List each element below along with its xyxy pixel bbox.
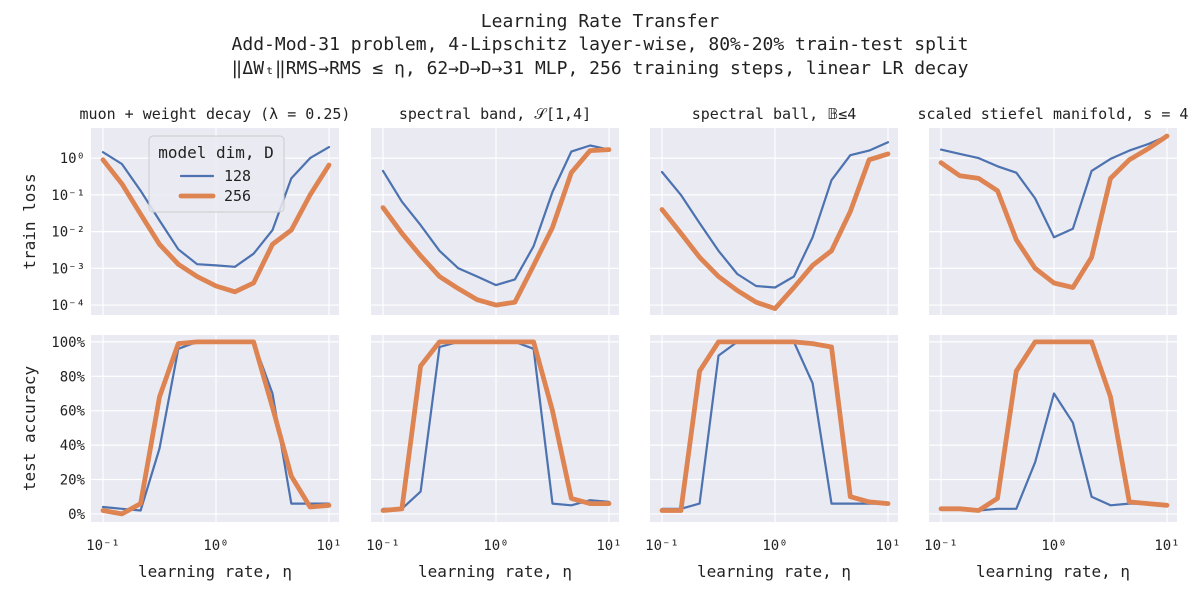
subplot-train_loss <box>371 128 619 315</box>
subplot-test_accuracy: 10⁻¹ 10⁰ 10¹ <box>366 335 622 554</box>
y-axis-label: train loss <box>20 173 39 269</box>
plot-area <box>371 128 619 315</box>
x-tick-label: 10⁰ <box>203 538 228 554</box>
x-tick-label: 10⁰ <box>483 538 508 554</box>
subplot-train_loss <box>650 128 898 315</box>
series-line-256 <box>938 339 1170 513</box>
x-tick-label: 10⁻¹ <box>86 538 120 554</box>
x-tick-label: 10⁻¹ <box>366 538 400 554</box>
subplot-train_loss <box>929 128 1177 315</box>
series-line-256 <box>659 339 891 513</box>
subplot-test_accuracy: 10⁻¹ 10⁰ 10¹ <box>645 335 901 554</box>
x-tick-label: 10⁻¹ <box>645 538 679 554</box>
series-line-128 <box>381 144 611 287</box>
series-line-256 <box>938 133 1170 290</box>
series-line-256 <box>100 157 332 295</box>
x-tick-label: 10⁰ <box>762 538 787 554</box>
legend-entry: 128 <box>224 167 251 185</box>
plot-area <box>650 335 898 522</box>
series-line-128 <box>939 134 1169 239</box>
series-line-256 <box>100 339 332 517</box>
series-line-256 <box>380 147 612 308</box>
y-tick-label: 80% <box>60 369 86 385</box>
x-tick-label: 10¹ <box>875 538 900 554</box>
chart-subtitle-1: Add-Mod-31 problem, 4-Lipschitz layer-wi… <box>232 34 969 55</box>
y-tick-label: 10⁻¹ <box>51 188 85 204</box>
y-tick-label: 40% <box>60 438 86 454</box>
y-tick-label: 10⁻³ <box>51 261 85 277</box>
x-axis-label: learning rate, η <box>976 562 1130 581</box>
panel-title: spectral band, 𝒮[1,4] <box>399 105 591 123</box>
chart-title: Learning Rate Transfer <box>481 11 720 32</box>
series-line-256 <box>659 151 891 312</box>
y-tick-label: 10⁻⁴ <box>51 298 85 314</box>
legend: model dim, D 128 256 <box>148 135 285 213</box>
y-axis-label: test accuracy <box>20 366 39 492</box>
x-tick-label: 10¹ <box>316 538 341 554</box>
x-axis-label: learning rate, η <box>418 562 572 581</box>
plot-area <box>650 128 898 315</box>
plot-area <box>929 335 1177 522</box>
series-line-256 <box>380 339 612 513</box>
x-tick-label: 10⁻¹ <box>924 538 958 554</box>
y-tick-label: 100% <box>51 335 85 351</box>
y-tick-label: 20% <box>60 473 86 489</box>
subplot-test_accuracy: 100% 80% 60% 40% 20% 0%10⁻¹ 10⁰ 10¹ <box>51 335 341 554</box>
series-line-128 <box>660 141 890 289</box>
x-axis-label: learning rate, η <box>697 562 851 581</box>
x-axis-label: learning rate, η <box>138 562 292 581</box>
x-tick-label: 10⁰ <box>1041 538 1066 554</box>
subplot-test_accuracy: 10⁻¹ 10⁰ 10¹ <box>924 335 1180 554</box>
panel-title: muon + weight decay (λ = 0.25) <box>80 105 351 123</box>
legend-box <box>148 135 285 213</box>
y-tick-label: 10⁻² <box>51 225 85 241</box>
panel-title: spectral ball, 𝔹≤4 <box>692 105 857 123</box>
legend-title: model dim, D <box>158 143 274 162</box>
chart-subtitle-2: ‖ΔWₜ‖RMS→RMS ≤ η, 62→D→D→31 MLP, 256 tra… <box>232 58 969 79</box>
y-tick-label: 60% <box>60 404 86 420</box>
panel-title: scaled stiefel manifold, s = 4 <box>918 105 1189 123</box>
series-line-128 <box>101 146 331 268</box>
y-tick-label: 0% <box>68 507 85 523</box>
legend-entry: 256 <box>224 187 251 205</box>
y-tick-label: 10⁰ <box>60 151 85 167</box>
plot-area <box>371 335 619 522</box>
x-tick-label: 10¹ <box>596 538 621 554</box>
x-tick-label: 10¹ <box>1154 538 1179 554</box>
